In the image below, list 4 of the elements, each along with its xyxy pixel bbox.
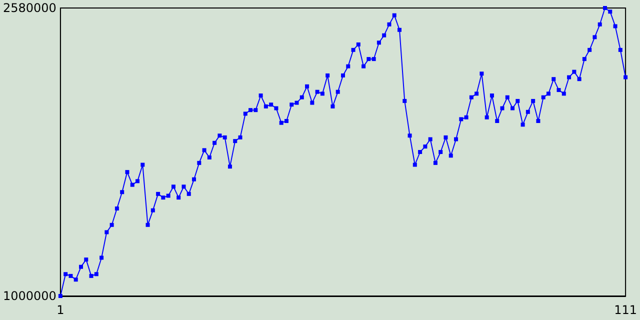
y-tick-label: 2580000 <box>2 1 56 15</box>
x-tick-label: 111 <box>614 303 637 317</box>
x-tick-label: 1 <box>56 303 64 317</box>
y-tick-label: 1000000 <box>2 289 56 303</box>
